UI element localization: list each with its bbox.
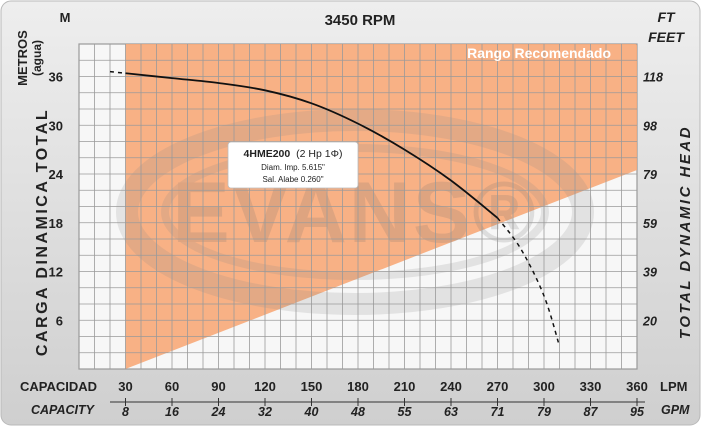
y-tick-label-m: 18 bbox=[49, 216, 63, 231]
x-unit-lpm: LPM bbox=[660, 379, 687, 394]
x-tick-label-lpm: 240 bbox=[440, 379, 462, 394]
y-tick-label-m: 36 bbox=[49, 70, 63, 85]
x-tick-label-lpm: 90 bbox=[211, 379, 225, 394]
left-unit-top: M bbox=[60, 10, 71, 25]
y-tick-label-ft: 20 bbox=[642, 314, 657, 328]
x-tick-label-gpm: 32 bbox=[258, 405, 272, 419]
x-tick-label-lpm: 210 bbox=[394, 379, 416, 394]
left-axis-title: CARGA DINAMICA TOTAL bbox=[34, 108, 51, 356]
x-tick-label-gpm: 71 bbox=[491, 405, 505, 419]
right-unit-label: FEET bbox=[648, 29, 685, 45]
right-axis-title: TOTAL DYNAMIC HEAD bbox=[677, 125, 694, 339]
y-tick-label-ft: 79 bbox=[643, 168, 657, 182]
recommended-range-label: Rango Recomendado bbox=[467, 45, 611, 61]
x-tick-label-gpm: 8 bbox=[122, 405, 129, 419]
y-tick-label-ft: 39 bbox=[643, 266, 657, 280]
model-power: (2 Hp 1Φ) bbox=[296, 148, 342, 160]
x-label-lpm: CAPACIDAD bbox=[20, 379, 97, 394]
x-tick-label-gpm: 24 bbox=[211, 405, 226, 419]
x-unit-gpm: GPM bbox=[661, 403, 690, 417]
x-tick-label-gpm: 40 bbox=[304, 405, 319, 419]
left-unit-label: METROS bbox=[15, 30, 30, 86]
right-unit-top: FT bbox=[657, 9, 676, 25]
x-tick-label-gpm: 16 bbox=[165, 405, 180, 419]
x-tick-label-lpm: 300 bbox=[533, 379, 555, 394]
model-name: 4HME200 bbox=[244, 148, 291, 160]
x-tick-label-lpm: 330 bbox=[580, 379, 602, 394]
y-tick-label-m: 30 bbox=[49, 118, 63, 133]
x-tick-label-lpm: 180 bbox=[347, 379, 369, 394]
left-unit-sub: (agua) bbox=[30, 40, 44, 76]
x-tick-label-lpm: 120 bbox=[254, 379, 276, 394]
x-tick-label-gpm: 48 bbox=[350, 405, 365, 419]
x-tick-label-gpm: 55 bbox=[398, 405, 413, 419]
model-impeller: Diam. Imp. 5.615" bbox=[261, 163, 325, 172]
x-tick-label-lpm: 30 bbox=[118, 379, 132, 394]
x-tick-label-gpm: 95 bbox=[630, 405, 645, 419]
y-tick-label-ft: 118 bbox=[643, 71, 663, 85]
chart-title: 3450 RPM bbox=[325, 12, 396, 29]
model-label-box: 4HME200 (2 Hp 1Φ) Diam. Imp. 5.615" Sal.… bbox=[228, 142, 358, 188]
x-tick-label-gpm: 87 bbox=[584, 405, 599, 419]
x-tick-label-gpm: 79 bbox=[537, 405, 551, 419]
y-tick-label-ft: 98 bbox=[643, 119, 657, 133]
x-tick-label-lpm: 150 bbox=[301, 379, 323, 394]
x-tick-label-lpm: 360 bbox=[626, 379, 648, 394]
y-tick-label-m: 12 bbox=[49, 265, 63, 280]
y-tick-label-m: 24 bbox=[49, 167, 64, 182]
model-blade: Sal. Alabe 0.260" bbox=[262, 175, 323, 184]
grid bbox=[79, 44, 637, 369]
x-label-gpm: CAPACITY bbox=[31, 403, 96, 417]
model-label-title: 4HME200 (2 Hp 1Φ) bbox=[244, 148, 343, 160]
y-tick-label-m: 6 bbox=[56, 313, 63, 328]
x-tick-label-lpm: 270 bbox=[487, 379, 509, 394]
y-tick-label-ft: 59 bbox=[643, 217, 657, 231]
x-tick-label-gpm: 63 bbox=[444, 405, 458, 419]
x-tick-label-lpm: 60 bbox=[165, 379, 179, 394]
